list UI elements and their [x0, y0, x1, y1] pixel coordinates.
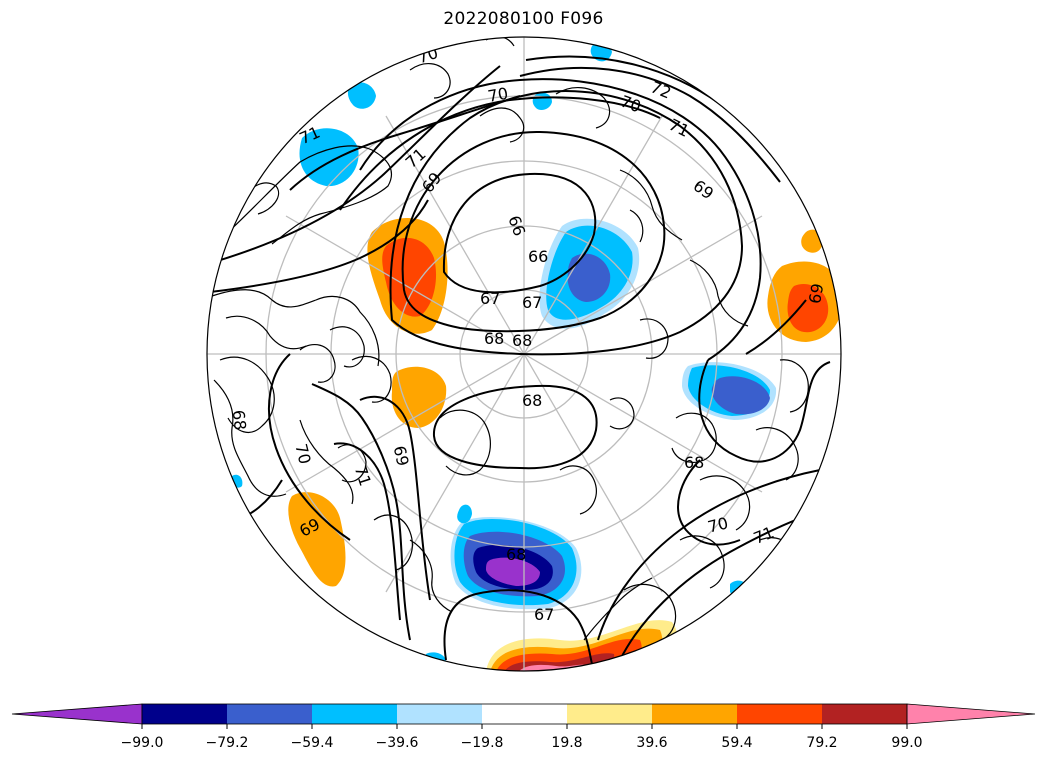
colorbar-tick-label: 79.2	[806, 735, 837, 751]
colorbar-tick-label: 39.6	[636, 735, 667, 751]
colorbar-swatch	[652, 704, 737, 724]
colorbar-extend-high	[906, 703, 1036, 725]
colorbar-tick-label: −79.2	[206, 735, 249, 751]
positive-anomaly-north-atlantic	[367, 218, 448, 334]
colorbar-tick-label: −39.6	[376, 735, 419, 751]
contour-label: 67	[534, 605, 554, 624]
contour-label: 70	[291, 442, 314, 466]
map-title: 2022080100 F096	[443, 9, 604, 29]
positive-anomaly-south	[486, 620, 678, 671]
colorbar-extend-low	[11, 703, 143, 725]
coastlines	[211, 37, 809, 641]
positive-anomaly-greenland	[391, 366, 447, 428]
contour-label: 67	[480, 289, 500, 308]
colorbar-tick-label: −19.8	[461, 735, 504, 751]
colorbar-tick-label: −59.4	[291, 735, 334, 751]
colorbar-tick-label: 19.8	[551, 735, 582, 751]
contour-label: 66	[528, 247, 548, 266]
colorbar-tick-label: 99.0	[891, 735, 922, 751]
colorbar-tick-label: −99.0	[121, 735, 164, 751]
colorbar-swatch	[227, 704, 312, 724]
colorbar-tick-label: 59.4	[721, 735, 752, 751]
colorbar-swatch	[482, 704, 567, 724]
positive-anomaly-west	[288, 492, 346, 587]
contour-label: 70	[486, 84, 509, 106]
contour-label: 69	[805, 282, 827, 305]
colorbar-swatch	[397, 704, 482, 724]
colorbar-swatch	[312, 704, 397, 724]
contour-label: 67	[522, 293, 542, 312]
contour-label: 68	[684, 453, 704, 472]
map-disk: 70 70 70 72 71 71 71 69 69 66 66 67 67 6…	[207, 37, 841, 671]
colorbar-frame	[141, 703, 908, 725]
contour-label: 68	[229, 409, 250, 431]
colorbar-swatch	[737, 704, 822, 724]
colorbar-swatch	[822, 704, 907, 724]
negative-anomaly-east	[682, 362, 777, 420]
contour-label: 68	[522, 391, 542, 410]
colorbar-swatch	[567, 704, 652, 724]
contour-label: 68	[506, 545, 526, 564]
contour-label: 69	[390, 444, 413, 468]
contour-label: 68	[484, 329, 504, 348]
colorbar: −99.0 −79.2 −59.4 −39.6 −19.8 19.8 39.6 59.4 79.…	[11, 703, 1036, 751]
contour-label: 68	[512, 331, 532, 350]
negative-anomaly-pacific	[450, 517, 582, 610]
map-boundary	[206, 36, 842, 672]
contour-label: 70	[706, 513, 730, 536]
colorbar-swatch	[142, 704, 227, 724]
